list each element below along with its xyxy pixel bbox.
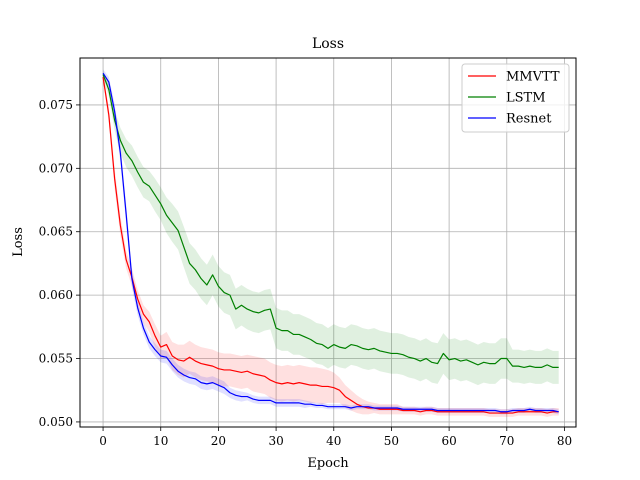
x-tick-label: 70: [499, 434, 514, 448]
confidence-bands: [103, 69, 559, 417]
plot-frame: [79, 57, 577, 428]
x-tick-label: 10: [153, 434, 168, 448]
resnet-line: [102, 72, 559, 413]
legend-label-resnet: Resnet: [506, 112, 552, 127]
y-tick-label: 0.050: [39, 415, 73, 429]
x-tick-label: 0: [99, 434, 107, 448]
chart-title: Loss: [312, 36, 344, 52]
x-axis-ticks: 0 10 20 30 40 50 60 70 80: [99, 427, 572, 448]
x-tick-label: 20: [211, 434, 226, 448]
lstm-band: [103, 70, 559, 386]
x-tick-label: 60: [441, 434, 456, 448]
x-tick-label: 30: [268, 434, 283, 448]
y-tick-label: 0.065: [39, 225, 73, 239]
mmvtt-line: [102, 76, 559, 414]
y-tick-label: 0.070: [39, 161, 73, 175]
x-axis-label: Epoch: [307, 456, 349, 471]
series-lines: [102, 72, 559, 414]
legend-box: [461, 63, 570, 133]
legend-label-mmvtt: MMVTT: [506, 70, 560, 85]
x-tick-label: 50: [384, 434, 399, 448]
legend: MMVTT LSTM Resnet: [461, 63, 570, 133]
legend-label-lstm: LSTM: [506, 91, 546, 106]
y-tick-label: 0.060: [39, 288, 73, 302]
lstm-line: [102, 74, 559, 368]
y-tick-label: 0.055: [39, 352, 73, 366]
y-axis-label: Loss: [11, 227, 26, 257]
x-tick-label: 80: [557, 434, 572, 448]
x-tick-label: 40: [326, 434, 341, 448]
y-axis-ticks: 0.050 0.055 0.060 0.065 0.070 0.075: [39, 98, 80, 429]
y-tick-label: 0.075: [39, 98, 73, 112]
